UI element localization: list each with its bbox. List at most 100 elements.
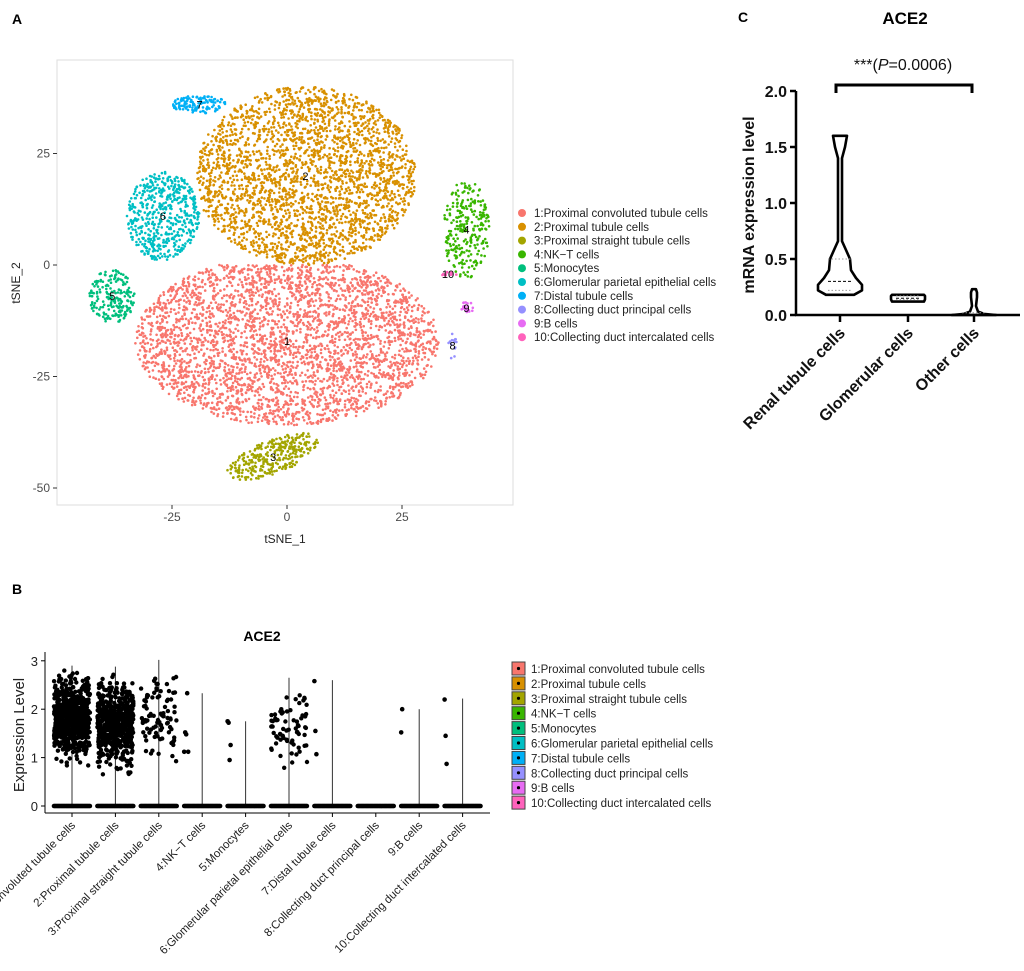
tsne-point <box>321 277 325 281</box>
tsne-point <box>234 385 238 389</box>
tsne-point <box>359 364 362 368</box>
tsne-point <box>240 331 243 335</box>
tsne-point <box>283 305 287 308</box>
tsne-point <box>372 274 376 277</box>
tsne-point <box>271 412 275 416</box>
tsne-point <box>221 310 225 314</box>
tsne-point <box>341 378 344 382</box>
tsne-point <box>211 152 214 156</box>
tsne-point <box>187 275 191 278</box>
tsne-point <box>348 133 351 136</box>
tsne-point <box>223 326 226 330</box>
tsne-point <box>309 266 313 270</box>
tsne-point <box>346 265 350 269</box>
tsne-point <box>379 389 383 392</box>
tsne-point <box>423 373 427 377</box>
tsne-point <box>240 280 243 284</box>
tsne-point <box>220 330 223 334</box>
tsne-point <box>136 336 139 340</box>
tsne-point <box>157 353 160 357</box>
tsne-point <box>290 275 294 278</box>
tsne-point <box>331 139 334 142</box>
tsne-point <box>301 409 304 412</box>
tsne-point <box>226 339 230 343</box>
tsne-point <box>404 374 407 377</box>
tsne-point <box>329 409 332 413</box>
tsne-point <box>326 333 330 336</box>
tsne-point <box>269 297 272 300</box>
tsne-point <box>300 371 304 375</box>
tsne-point <box>270 126 273 129</box>
tsne-point <box>258 348 261 352</box>
tsne-point <box>317 188 320 192</box>
tsne-point <box>337 316 341 320</box>
tsne-point <box>287 245 291 248</box>
tsne-point <box>317 307 320 310</box>
tsne-point <box>333 140 336 144</box>
tsne-point <box>401 200 405 203</box>
tsne-point <box>244 415 248 419</box>
tsne-point <box>258 386 261 389</box>
tsne-point <box>280 375 283 379</box>
tsne-point <box>180 366 183 369</box>
tsne-point <box>333 288 336 292</box>
tsne-point <box>220 121 224 125</box>
tsne-point <box>392 293 396 296</box>
tsne-point <box>337 388 341 392</box>
tsne-point <box>212 297 215 301</box>
tsne-point <box>306 320 310 324</box>
tsne-point <box>289 284 292 288</box>
tsne-point <box>215 381 218 385</box>
tsne-point <box>377 353 381 357</box>
tsne-point <box>404 163 407 166</box>
tsne-point <box>183 342 187 345</box>
tsne-point <box>211 198 214 202</box>
tsne-point <box>285 105 289 109</box>
tsne-point <box>231 316 235 319</box>
tsne-point <box>232 355 235 358</box>
tsne-point <box>209 316 212 320</box>
tsne-point <box>359 304 362 307</box>
tsne-point <box>196 382 200 385</box>
tsne-point <box>362 234 366 237</box>
tsne-point <box>178 306 181 310</box>
tsne-point <box>284 241 288 244</box>
tsne-point <box>232 267 236 271</box>
tsne-point <box>332 394 336 397</box>
tsne-point <box>350 154 353 157</box>
tsne-point <box>300 135 304 139</box>
tsne-point <box>254 376 257 379</box>
tsne-point <box>336 383 339 387</box>
tsne-point <box>224 399 228 402</box>
tsne-point <box>359 381 362 385</box>
tsne-point <box>172 387 175 390</box>
tsne-point <box>416 340 420 343</box>
tsne-point <box>218 129 222 132</box>
tsne-point <box>344 371 348 374</box>
tsne-point <box>417 350 421 353</box>
tsne-point <box>334 411 338 414</box>
tsne-point <box>282 87 285 90</box>
tsne-point <box>249 329 252 333</box>
tsne-points <box>88 86 491 481</box>
tsne-point <box>251 105 254 108</box>
tsne-point <box>422 367 426 370</box>
tsne-point <box>235 416 238 420</box>
tsne-point <box>327 120 331 123</box>
tsne-point <box>273 144 277 148</box>
tsne-point <box>285 309 289 312</box>
tsne-point <box>302 419 306 422</box>
tsne-point <box>263 282 267 286</box>
tsne-point <box>271 377 275 381</box>
tsne-point <box>292 315 296 318</box>
tsne-point <box>375 203 379 207</box>
tsne-point <box>213 392 216 396</box>
tsne-point <box>318 194 322 197</box>
tsne-point <box>246 323 250 327</box>
tsne-point <box>301 356 305 359</box>
tsne-point <box>431 352 434 356</box>
tsne-point <box>323 182 327 185</box>
tsne-point <box>261 342 264 345</box>
tsne-point <box>243 299 247 303</box>
tsne-point <box>165 329 168 333</box>
